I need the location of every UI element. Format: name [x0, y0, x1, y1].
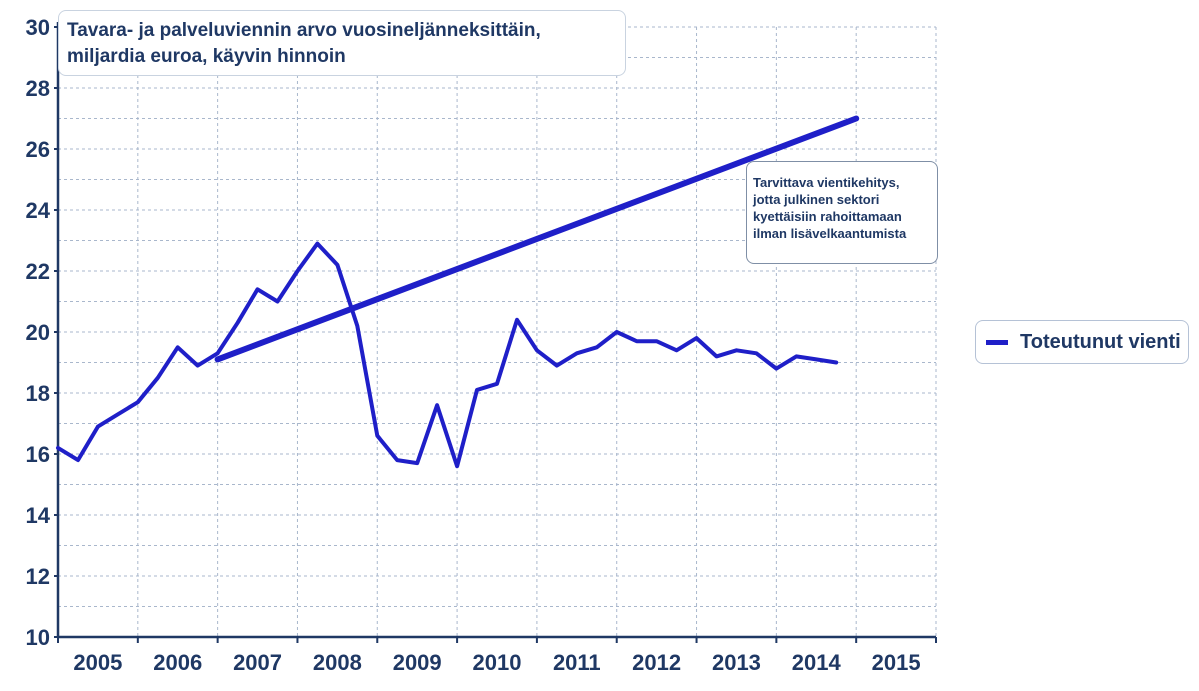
chart-title-line-2: miljardia euroa, käyvin hinnoin [67, 46, 346, 67]
x-tick-label: 2013 [712, 650, 761, 675]
annotation-box: Tarvittava vientikehitys, jotta julkinen… [746, 161, 938, 264]
legend: Toteutunut vienti [975, 320, 1189, 364]
chart-title-line-1: Tavara- ja palveluviennin arvo vuosinelj… [67, 20, 541, 41]
x-tick-label: 2014 [792, 650, 842, 675]
x-tick-label: 2006 [153, 650, 202, 675]
legend-swatch [986, 339, 1008, 345]
x-tick-label: 2012 [632, 650, 681, 675]
x-tick-label: 2010 [473, 650, 522, 675]
y-tick-label: 12 [26, 564, 50, 589]
annotation-line-4: ilman lisävelkaantumista [753, 226, 907, 241]
actual-export-line [56, 241, 839, 469]
x-tick-label: 2015 [872, 650, 921, 675]
x-tick-label: 2008 [313, 650, 362, 675]
x-tick-label: 2007 [233, 650, 282, 675]
axes [54, 22, 937, 643]
y-tick-label: 14 [26, 503, 51, 528]
chart-title-box: Tavara- ja palveluviennin arvo vuosinelj… [58, 10, 626, 76]
series-lines [56, 115, 860, 469]
annotation-line-1: Tarvittava vientikehitys, [753, 175, 900, 190]
y-tick-label: 26 [26, 137, 50, 162]
x-tick-label: 2011 [553, 650, 601, 675]
y-tick-label: 22 [26, 259, 50, 284]
legend-label: Toteutunut vienti [1020, 330, 1181, 353]
x-tick-label: 2005 [73, 650, 122, 675]
y-tick-label: 24 [26, 198, 51, 223]
y-tick-label: 18 [26, 381, 50, 406]
y-tick-label: 16 [26, 442, 50, 467]
y-tick-label: 20 [26, 320, 50, 345]
y-tick-labels: 10 12 14 16 18 20 22 24 26 28 30 [26, 15, 51, 650]
y-tick-label: 30 [26, 15, 50, 40]
annotation-line-3: kyettäisiin rahoittamaan [753, 209, 902, 224]
x-tick-labels: 2005 2006 2007 2008 2009 2010 2011 2012 2013 2014… [73, 650, 920, 675]
x-tick-label: 2009 [393, 650, 442, 675]
annotation-line-2: jotta julkinen sektori [753, 192, 880, 207]
required-export-line [214, 115, 860, 363]
y-tick-label: 10 [26, 625, 50, 650]
y-tick-label: 28 [26, 76, 50, 101]
grid-lines [58, 26, 937, 638]
